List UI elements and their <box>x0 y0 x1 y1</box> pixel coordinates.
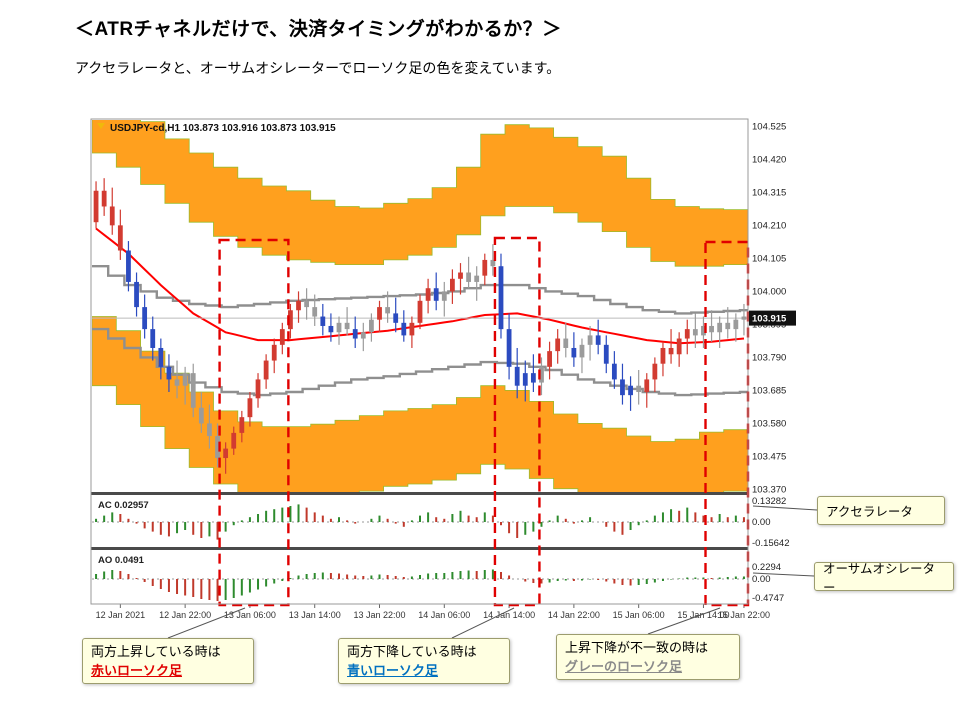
svg-text:14 Jan 14:00: 14 Jan 14:00 <box>483 610 535 620</box>
svg-text:0.00: 0.00 <box>752 517 771 528</box>
callout-gray-candles: 上昇下降が不一致の時は グレーのローソク足 <box>556 634 740 680</box>
svg-text:104.525: 104.525 <box>752 121 786 132</box>
svg-text:15 Jan 22:00: 15 Jan 22:00 <box>718 610 770 620</box>
callout-red-candles: 両方上昇している時は 赤いローソク足 <box>82 638 254 684</box>
svg-text:AO 0.0491: AO 0.0491 <box>98 555 145 566</box>
callout-gray-line2: グレーのローソク足 <box>565 659 683 674</box>
price-chart-svg[interactable]: AC 0.02957 0.13282 0.00 -0.15642 AO 0.0491 0.… <box>90 118 810 623</box>
callout-gray-line1: 上昇下降が不一致の時は <box>565 640 709 655</box>
callout-red-line2: 赤いローソク足 <box>91 663 183 678</box>
svg-text:14 Jan 06:00: 14 Jan 06:00 <box>418 610 470 620</box>
svg-text:AC 0.02957: AC 0.02957 <box>98 500 149 511</box>
svg-text:13 Jan 22:00: 13 Jan 22:00 <box>353 610 405 620</box>
callout-awesome-label: オーサムオシレーター <box>823 561 936 595</box>
svg-text:103.580: 103.580 <box>752 418 786 429</box>
svg-text:0.00: 0.00 <box>752 574 771 585</box>
callout-blue-line2: 青いローソク足 <box>347 663 439 678</box>
svg-text:104.315: 104.315 <box>752 187 786 198</box>
svg-text:103.370: 103.370 <box>752 484 786 495</box>
svg-text:12 Jan 22:00: 12 Jan 22:00 <box>159 610 211 620</box>
slide-subtitle: アクセラレータと、オーサムオシレーターでローソク足の色を変えています。 <box>75 60 561 76</box>
slide-title: ＜ATRチャネルだけで、決済タイミングがわかるか？＞ <box>75 19 562 40</box>
svg-text:104.000: 104.000 <box>752 286 786 297</box>
svg-text:103.475: 103.475 <box>752 451 786 462</box>
svg-text:0.13282: 0.13282 <box>752 496 786 507</box>
svg-text:103.915: 103.915 <box>752 314 787 325</box>
svg-text:13 Jan 06:00: 13 Jan 06:00 <box>224 610 276 620</box>
svg-text:103.685: 103.685 <box>752 385 786 396</box>
svg-text:USDJPY-cd,H1 103.873 103.916: USDJPY-cd,H1 103.873 103.916 103.873 103… <box>110 123 336 134</box>
callout-accelerator: アクセラレータ <box>817 496 945 525</box>
callout-red-line1: 両方上昇している時は <box>91 644 221 659</box>
trading-chart-window[interactable]: AC 0.02957 0.13282 0.00 -0.15642 AO 0.0491 0.… <box>90 118 810 623</box>
svg-text:13 Jan 14:00: 13 Jan 14:00 <box>289 610 341 620</box>
svg-text:0.2294: 0.2294 <box>752 562 781 573</box>
svg-text:104.420: 104.420 <box>752 154 786 165</box>
svg-text:-0.15642: -0.15642 <box>752 538 790 549</box>
svg-text:12 Jan 2021: 12 Jan 2021 <box>96 610 146 620</box>
callout-awesome-oscillator: オーサムオシレーター <box>814 562 954 595</box>
callout-accelerator-label: アクセラレータ <box>826 505 913 519</box>
callout-blue-candles: 両方下降している時は 青いローソク足 <box>338 638 510 684</box>
svg-text:15 Jan 06:00: 15 Jan 06:00 <box>613 610 665 620</box>
svg-text:104.210: 104.210 <box>752 220 786 231</box>
svg-text:-0.4747: -0.4747 <box>752 593 784 604</box>
svg-text:14 Jan 22:00: 14 Jan 22:00 <box>548 610 600 620</box>
callout-blue-line1: 両方下降している時は <box>347 644 477 659</box>
svg-text:103.790: 103.790 <box>752 352 786 363</box>
svg-text:104.105: 104.105 <box>752 253 786 264</box>
